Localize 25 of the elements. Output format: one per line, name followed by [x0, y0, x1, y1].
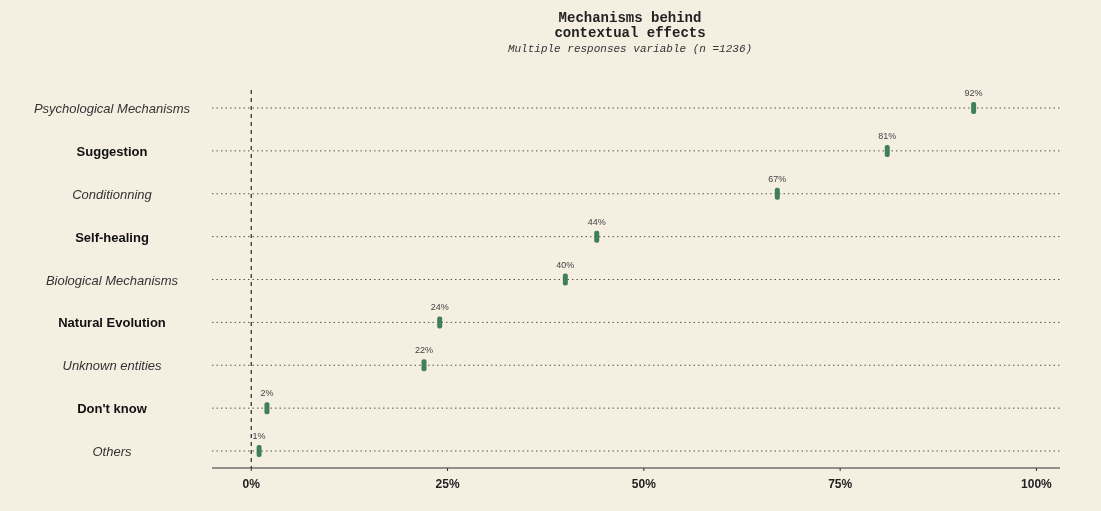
y-tick-label: Conditionning [72, 186, 153, 202]
data-label: 81% [878, 130, 897, 141]
x-tick-label: 0% [242, 477, 261, 491]
data-label: 92% [964, 88, 983, 98]
data-label: 40% [556, 259, 575, 270]
chart-subtitle: Multiple responses variable (n =1236) [507, 43, 753, 55]
y-tick-label: Suggestion [76, 143, 148, 159]
y-tick-label: Unknown entities [62, 358, 162, 374]
y-tick-label: Others [92, 444, 132, 459]
y-tick-label: Biological Mechanisms [45, 272, 179, 288]
x-tick-label: 100% [1021, 477, 1053, 491]
y-tick-label: Don't know [77, 401, 148, 417]
data-label: 24% [430, 302, 449, 313]
data-label: 2% [260, 388, 274, 399]
x-tick-label: 25% [435, 477, 460, 491]
data-label: 1% [252, 431, 266, 441]
data-label: 22% [414, 345, 434, 356]
y-tick-label: Natural Evolution [58, 315, 166, 331]
y-tick-label: Psychological Mechanisms [33, 101, 191, 116]
chart-title: Mechanisms behind contextual effects [554, 10, 706, 41]
data-label: 67% [768, 173, 787, 184]
data-label: 44% [587, 216, 606, 227]
x-tick-label: 75% [828, 477, 853, 491]
x-tick-label: 50% [631, 477, 657, 491]
y-tick-label: Self-healing [75, 229, 149, 245]
